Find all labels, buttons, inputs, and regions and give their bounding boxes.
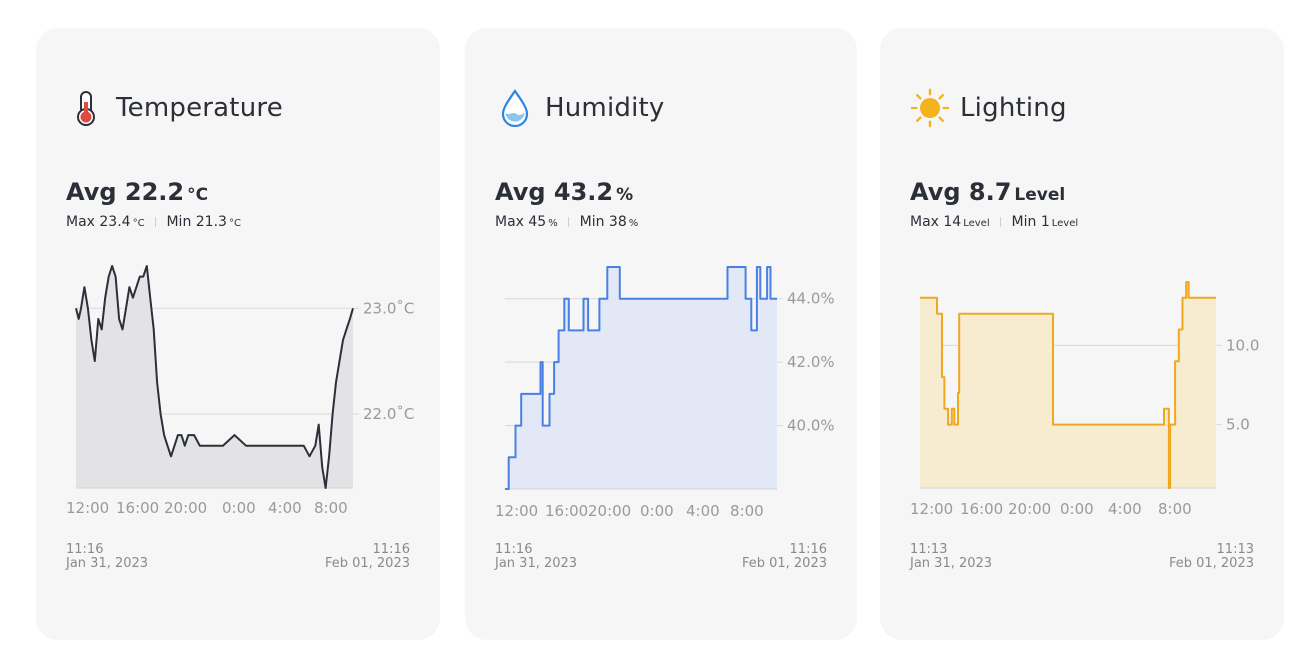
card-title: Temperature — [116, 93, 283, 123]
range-start: 11:13 Jan 31, 2023 — [910, 543, 992, 571]
avg-unit: Level — [1014, 185, 1066, 205]
card-title: Humidity — [545, 93, 665, 123]
y-tick-label: 44.0% — [787, 290, 835, 308]
x-tick-label: 4:00 — [686, 502, 720, 520]
x-tick-label: 4:00 — [268, 499, 302, 517]
temperature-card[interactable]: Temperature Avg 22.2 °C Max 23.4 °C Min 21… — [36, 28, 440, 640]
x-tick-label: 0:00 — [640, 502, 674, 520]
series-line — [75, 265, 354, 489]
end-time: 11:16 — [372, 542, 410, 557]
x-tick-label: 4:00 — [1108, 500, 1142, 518]
y-tick-label: 5.0 — [1226, 416, 1250, 434]
end-time: 11:13 — [1216, 542, 1254, 557]
separator — [568, 217, 570, 227]
start-time: 11:16 — [66, 542, 104, 557]
max-unit: % — [548, 218, 558, 229]
min-max-row: Max 23.4 °C Min 21.3 °C — [66, 214, 241, 230]
card-header: Humidity — [495, 88, 665, 128]
series-area — [920, 282, 1216, 488]
series-line — [505, 266, 777, 490]
min-max-row: Max 14 Level Min 1 Level — [910, 214, 1078, 230]
x-tick-label: 0:00 — [222, 499, 256, 517]
max-unit: Level — [963, 218, 990, 229]
max-label: Max 45 — [495, 214, 547, 230]
thermometer-icon — [66, 88, 106, 128]
x-tick-label: 12:00 — [910, 500, 953, 518]
x-tick-label: 8:00 — [314, 499, 348, 517]
start-date: Jan 31, 2023 — [910, 556, 993, 571]
range-end: 11:16 Feb 01, 2023 — [325, 543, 410, 571]
sun-icon — [910, 88, 950, 128]
series-line — [920, 281, 1216, 489]
x-tick-label: 0:00 — [1060, 500, 1094, 518]
range-end: 11:13 Feb 01, 2023 — [1169, 543, 1254, 571]
range-end: 11:16 Feb 01, 2023 — [742, 543, 827, 571]
min-label: Min 21.3 — [166, 214, 227, 230]
temperature-chart[interactable]: 22.0˚C 23.0˚C 12:00 16:00 20:00 0:00 4:00 8:00 — [36, 28, 440, 548]
y-tick-label: 42.0% — [787, 353, 835, 371]
separator — [1000, 217, 1002, 227]
x-tick-label: 16:00 — [116, 499, 159, 517]
x-tick-label: 20:00 — [588, 502, 631, 520]
max-unit: °C — [132, 218, 145, 229]
end-date: Feb 01, 2023 — [324, 556, 410, 571]
x-tick-label: 20:00 — [1008, 500, 1051, 518]
y-tick-label: 23.0˚C — [363, 299, 414, 317]
separator — [155, 217, 157, 227]
x-tick-label: 12:00 — [66, 499, 109, 517]
x-tick-label: 16:00 — [545, 502, 588, 520]
end-date: Feb 01, 2023 — [1168, 556, 1254, 571]
avg-label: Avg 43.2 — [495, 178, 614, 206]
average-value: Avg 22.2 °C — [66, 178, 208, 206]
card-title: Lighting — [960, 93, 1067, 123]
min-label: Min 38 — [579, 214, 627, 230]
end-date: Feb 01, 2023 — [741, 556, 827, 571]
min-unit: % — [628, 218, 639, 229]
range-start: 11:16 Jan 31, 2023 — [495, 543, 577, 571]
avg-unit: °C — [187, 185, 209, 205]
min-unit: Level — [1051, 218, 1079, 229]
card-header: Temperature — [66, 88, 283, 128]
water-drop-icon — [495, 88, 535, 128]
x-tick-label: 8:00 — [1158, 500, 1192, 518]
average-value: Avg 43.2% — [495, 178, 633, 206]
min-max-row: Max 45% Min 38% — [495, 214, 638, 230]
start-date: Jan 31, 2023 — [495, 556, 578, 571]
humidity-card[interactable]: Humidity Avg 43.2% Max 45% Min 38% 40.0%… — [465, 28, 857, 640]
max-label: Max 14 — [910, 214, 962, 230]
average-value: Avg 8.7 Level — [910, 178, 1065, 206]
end-time: 11:16 — [789, 542, 827, 557]
start-date: Jan 31, 2023 — [66, 556, 149, 571]
humidity-chart[interactable]: 40.0% 42.0% 44.0% 12:00 16:00 20:00 0:00 4:00 8:… — [465, 28, 857, 548]
avg-label: Avg 22.2 — [66, 178, 185, 206]
series-area — [76, 266, 353, 488]
x-tick-label: 12:00 — [495, 502, 538, 520]
card-header: Lighting — [910, 88, 1067, 128]
avg-unit: % — [616, 185, 634, 205]
avg-label: Avg 8.7 — [910, 178, 1012, 206]
max-label: Max 23.4 — [66, 214, 131, 230]
x-tick-label: 8:00 — [730, 502, 764, 520]
lighting-chart[interactable]: 5.0 10.0 12:00 16:00 20:00 0:00 4:00 8:00 — [880, 28, 1284, 548]
range-start: 11:16 Jan 31, 2023 — [66, 543, 148, 571]
start-time: 11:13 — [910, 542, 948, 557]
series-area — [505, 267, 777, 489]
min-label: Min 1 — [1011, 214, 1050, 230]
y-tick-label: 22.0˚C — [363, 405, 414, 423]
y-tick-label: 10.0 — [1226, 336, 1259, 354]
min-unit: °C — [228, 218, 241, 229]
y-tick-label: 40.0% — [787, 417, 835, 435]
start-time: 11:16 — [495, 542, 533, 557]
x-tick-label: 16:00 — [960, 500, 1003, 518]
x-tick-label: 20:00 — [164, 499, 207, 517]
